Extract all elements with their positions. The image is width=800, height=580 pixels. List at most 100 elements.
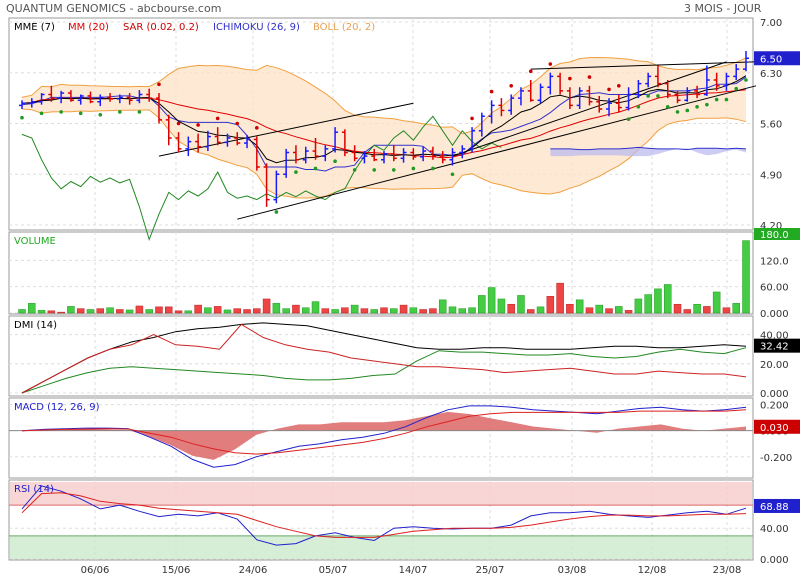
sar-dot [744,78,748,82]
x-tick-label: 03/08 [558,565,587,576]
sar-dot [235,121,240,126]
volume-bar [595,304,603,314]
rsi-ma-line [21,492,747,538]
volume-bar [321,308,330,314]
x-tick-label: 23/08 [713,565,742,576]
dmi-y-tick: 20.00 [760,360,789,371]
macd-y-tick: 0.200 [760,401,789,412]
ichimoku-cloud [550,147,746,157]
volume-bar [409,307,418,314]
ohlc-bar [371,148,378,162]
volume-bar [683,309,692,314]
volume-top-label: 180.0 [760,230,789,241]
ohlc-bar [459,145,466,159]
sar-dot [78,111,83,116]
ohlc-bar [244,135,251,149]
volume-bar [145,309,153,314]
sar-dot [714,97,719,102]
volume-bar [507,303,515,314]
volume-bar [732,303,740,314]
ohlc-bar [400,148,407,163]
sar-dot [626,117,631,121]
ohlc-bar [185,136,192,157]
volume-bar [106,307,114,314]
sar-dot [294,170,298,174]
ohlc-bar [654,65,661,88]
macd-signal-line [21,409,747,455]
dmi-panel [8,315,754,397]
volume-bar [468,307,476,314]
sar-dot [333,159,337,163]
ohlc-bar [195,133,202,153]
volume-bar [204,307,212,314]
ohlc-bar [439,151,446,164]
sar-dot [548,62,553,66]
x-tick-label: 24/06 [239,565,268,576]
volume-bar [546,296,555,314]
bollinger-band-fill [22,57,746,198]
ohlc-bar [283,148,290,178]
volume-bar [174,310,183,314]
ohlc-bar [664,80,671,99]
ohlc-bar [733,64,740,80]
volume-panel [8,231,754,315]
volume-bar [116,309,124,314]
volume-bar [399,304,408,314]
ohlc-bar [508,94,515,115]
sar-dot [118,110,122,114]
x-tick-label: 25/07 [476,565,505,576]
x-tick-label: 06/06 [81,565,110,576]
ohlc-bar [429,146,436,160]
ohlc-bar [224,133,231,147]
volume-bar [517,295,525,314]
trendline-resistance [158,102,414,157]
volume-bar [165,306,173,314]
ohlc-bar [478,112,485,137]
volume-bar [223,309,232,314]
volume-bar [654,288,662,314]
volume-bar [360,308,369,314]
price-last-badge [754,51,800,66]
rsi-y-tick: 40.00 [760,524,789,535]
sar-dot [59,110,63,114]
x-tick-label: 12/08 [638,565,667,576]
ohlc-bar [615,94,622,113]
sar-dot [528,69,533,74]
ohlc-bar [527,80,534,102]
ohlc-bar [596,95,603,113]
dmi-y-tick: 0.000 [760,389,789,400]
macd-y-tick: -0.200 [760,453,792,464]
ohlc-bar [97,94,104,107]
ohlc-bar [420,146,427,162]
volume-bar [429,308,437,314]
volume-y-tick: 60.00 [760,283,789,294]
sar-dot [685,108,690,113]
sar-dot [176,121,181,126]
price-y-tick: 7.00 [760,18,782,29]
sar-dot [665,105,670,109]
ohlc-bar [175,132,182,153]
ohlc-bar [322,145,329,162]
rsi-last-value: 68.88 [760,502,789,513]
x-tick-label: 05/07 [319,565,348,576]
ohlc-bar [146,88,153,102]
ichimoku-senkou-a [550,146,747,151]
sar-dot [391,168,396,172]
sar-dot [137,110,142,114]
volume-bar [37,310,46,314]
ohlc-bar [312,138,319,160]
sar-dot [411,166,416,171]
ichimoku-chikou-line [21,115,502,242]
ohlc-bar [263,163,270,207]
dmi-title: DMI (14) [14,320,57,331]
price-last-value: 6.50 [760,54,782,65]
dmi-minus-line [21,323,747,394]
sar-dot [607,87,611,92]
legend-mme: MME (7) [14,22,55,33]
ohlc-bar [606,98,613,117]
price-layer [19,51,757,242]
sar-dot [675,110,680,114]
volume-bar [370,309,378,314]
volume-y-tick: 120.0 [760,256,789,267]
ohlc-bar [38,93,45,105]
